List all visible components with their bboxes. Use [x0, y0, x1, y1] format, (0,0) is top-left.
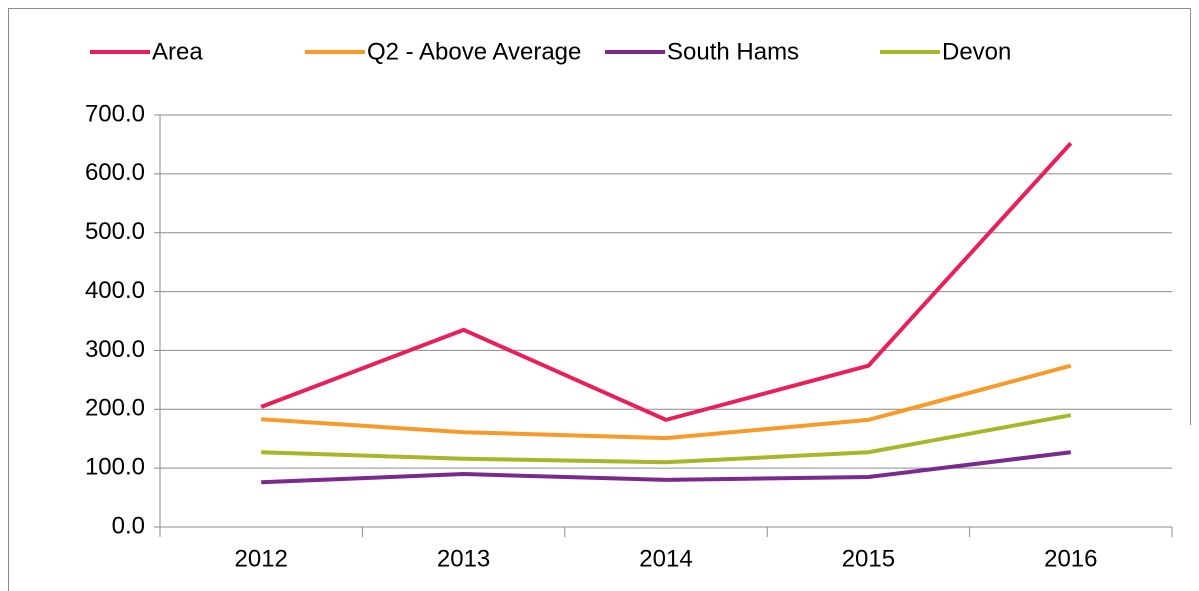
series-line — [260, 141, 1073, 422]
y-tick-label: 200.0 — [85, 395, 145, 422]
y-tick-label: 100.0 — [85, 453, 145, 480]
y-tick-label: 600.0 — [85, 159, 145, 186]
y-tick-label: 0.0 — [112, 512, 145, 539]
y-tick-label: 300.0 — [85, 336, 145, 363]
x-tick-label: 2015 — [842, 545, 895, 572]
legend-label: Area — [152, 38, 203, 65]
x-tick-label: 2012 — [235, 545, 288, 572]
legend-label: Q2 - Above Average — [367, 38, 581, 65]
y-tick-label: 700.0 — [85, 100, 145, 127]
y-tick-label: 500.0 — [85, 218, 145, 245]
x-tick-label: 2016 — [1044, 545, 1097, 572]
legend-label: Devon — [942, 38, 1011, 65]
y-tick-label: 400.0 — [85, 277, 145, 304]
series-line — [261, 450, 1072, 485]
chart-frame — [8, 8, 1191, 591]
series-line — [261, 413, 1072, 465]
legend-label: South Hams — [667, 38, 799, 65]
x-tick-label: 2013 — [437, 545, 490, 572]
series-line — [261, 363, 1072, 441]
x-tick-label: 2014 — [639, 545, 692, 572]
